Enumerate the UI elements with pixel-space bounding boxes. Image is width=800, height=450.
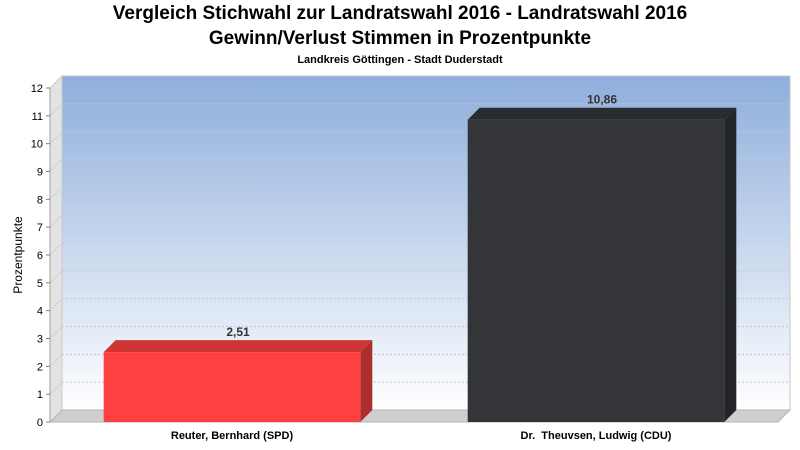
- y-tick-label: 6: [37, 250, 43, 262]
- x-tick-label: Reuter, Bernhard (SPD): [171, 430, 294, 442]
- chart-subtitle: Landkreis Göttingen - Stadt Duderstadt: [297, 54, 503, 66]
- bar-top: [103, 340, 373, 353]
- y-tick-label: 1: [37, 389, 43, 401]
- gridline-side: [49, 186, 63, 200]
- bar: [103, 340, 373, 422]
- chart-title-line2: Gewinn/Verlust Stimmen in Prozentpunkte: [208, 28, 592, 49]
- gridline-side: [49, 298, 63, 312]
- y-tick-label: 0: [37, 417, 43, 429]
- gridline-side: [49, 214, 63, 228]
- gridline-side: [49, 270, 63, 284]
- bar-side: [360, 340, 373, 422]
- gridline-side: [49, 242, 63, 256]
- gridline-side: [49, 103, 63, 117]
- y-tick-label: 9: [37, 167, 43, 179]
- gridline-side: [49, 326, 63, 339]
- y-tick-label: 8: [37, 194, 43, 206]
- y-tick-label: 2: [37, 361, 43, 373]
- bar-front: [467, 119, 725, 422]
- y-tick-label: 11: [32, 111, 43, 123]
- bar-top: [467, 107, 737, 120]
- chart-title: Vergleich Stichwahl zur Landratswahl 201…: [112, 3, 688, 24]
- gridline-side: [49, 353, 63, 367]
- data-label: 2,51: [226, 325, 250, 339]
- gridline-side: [49, 381, 63, 395]
- y-tick-label: 5: [37, 278, 43, 290]
- y-tick-label: 10: [31, 139, 43, 151]
- bar-side: [724, 107, 737, 422]
- gridline-side: [49, 131, 63, 145]
- y-tick-label: 7: [37, 222, 43, 234]
- bar: [467, 107, 737, 422]
- bar-front: [103, 352, 361, 422]
- y-tick-label: 12: [31, 83, 43, 95]
- y-tick-label: 3: [37, 334, 43, 346]
- y-tick-label: 4: [37, 306, 43, 318]
- y-axis-title: Prozentpunkte: [11, 216, 25, 294]
- data-label: 10,86: [587, 93, 617, 107]
- gridline-side: [49, 75, 63, 89]
- gridline-side: [49, 159, 63, 172]
- x-tick-label: Dr. Theuvsen, Ludwig (CDU): [521, 430, 672, 442]
